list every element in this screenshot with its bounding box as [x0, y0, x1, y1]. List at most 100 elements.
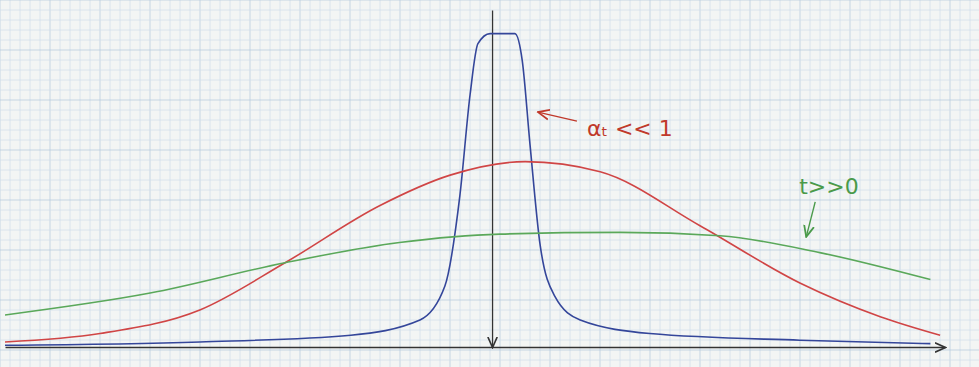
- paper-line: [560, 0, 561, 367]
- paper-line: [100, 0, 101, 367]
- paper-line: [310, 0, 311, 367]
- paper-line: [540, 0, 541, 367]
- paper-line: [220, 0, 221, 367]
- paper-line: [0, 140, 979, 141]
- paper-line: [90, 0, 91, 367]
- paper-line: [10, 0, 11, 367]
- paper-line: [0, 60, 979, 61]
- paper-line: [940, 0, 941, 367]
- paper-line: [440, 0, 441, 367]
- paper-line: [20, 0, 21, 367]
- paper-line: [190, 0, 191, 367]
- paper-line: [0, 100, 979, 101]
- x-axis-line: [6, 347, 946, 348]
- paper-line: [490, 0, 491, 367]
- paper-line: [450, 0, 451, 367]
- y-axis-line: [492, 11, 493, 348]
- annotation-arrow: [538, 112, 577, 121]
- paper-line: [0, 80, 979, 81]
- paper-line: [0, 30, 979, 31]
- paper-line: [790, 0, 791, 367]
- paper-line: [340, 0, 341, 367]
- paper-line: [0, 120, 979, 121]
- paper-line: [280, 0, 281, 367]
- paper-line: [370, 0, 371, 367]
- paper-line: [120, 0, 121, 367]
- paper-line: [350, 0, 351, 367]
- paper-line: [880, 0, 881, 367]
- paper-line: [0, 90, 979, 91]
- paper-line: [740, 0, 741, 367]
- curve: [5, 34, 930, 346]
- paper-line: [610, 0, 611, 367]
- paper-line: [670, 0, 671, 367]
- paper-line: [390, 0, 391, 367]
- paper-line: [480, 0, 481, 367]
- paper-line: [920, 0, 921, 367]
- paper-line: [150, 0, 151, 367]
- paper-line: [230, 0, 231, 367]
- paper-line: [710, 0, 711, 367]
- paper-line: [0, 150, 979, 151]
- paper-line: [640, 0, 641, 367]
- paper-line: [0, 310, 979, 311]
- paper-line: [290, 0, 291, 367]
- annotation-arrow: [806, 202, 815, 237]
- paper-line: [400, 0, 401, 367]
- paper-line: [80, 0, 81, 367]
- chart: αₜ << 1 t>>0: [0, 0, 979, 367]
- paper-line: [0, 40, 979, 41]
- paper-line: [620, 0, 621, 367]
- paper-line: [60, 0, 61, 367]
- paper-line: [410, 0, 411, 367]
- paper-line: [240, 0, 241, 367]
- plot-area: [5, 34, 940, 346]
- paper-line: [460, 0, 461, 367]
- paper-line: [910, 0, 911, 367]
- annotation: t>>0: [799, 174, 859, 199]
- paper-line: [0, 110, 979, 111]
- paper-line: [0, 10, 979, 11]
- paper-line: [50, 0, 51, 367]
- paper-line: [960, 0, 961, 367]
- annotation: αₜ << 1: [587, 116, 673, 141]
- paper-line: [0, 360, 979, 361]
- paper-line: [660, 0, 661, 367]
- paper-line: [70, 0, 71, 367]
- paper-line: [210, 0, 211, 367]
- y-axis: [492, 11, 493, 348]
- paper-line: [130, 0, 131, 367]
- paper-line: [510, 0, 511, 367]
- paper-line: [360, 0, 361, 367]
- paper-line: [250, 0, 251, 367]
- paper-line: [0, 20, 979, 21]
- paper-line: [470, 0, 471, 367]
- paper-line: [970, 0, 971, 367]
- curve: [5, 232, 930, 315]
- paper-line: [720, 0, 721, 367]
- paper-line: [300, 0, 301, 367]
- paper-line: [570, 0, 571, 367]
- paper-line: [0, 260, 979, 261]
- x-axis: [6, 347, 946, 348]
- paper-line: [500, 0, 501, 367]
- curve: [5, 162, 940, 342]
- paper-line: [530, 0, 531, 367]
- paper-line: [0, 270, 979, 271]
- paper-line: [330, 0, 331, 367]
- paper-line: [420, 0, 421, 367]
- paper-line: [550, 0, 551, 367]
- paper-line: [110, 0, 111, 367]
- paper-ground: [0, 0, 979, 367]
- paper-line: [170, 0, 171, 367]
- paper-line: [870, 0, 871, 367]
- paper-line: [180, 0, 181, 367]
- paper-line: [760, 0, 761, 367]
- paper-line: [0, 230, 979, 231]
- paper-line: [0, 330, 979, 331]
- paper-line: [0, 290, 979, 291]
- annotations: αₜ << 1 t>>0: [538, 112, 859, 237]
- paper-line: [0, 70, 979, 71]
- paper-line: [890, 0, 891, 367]
- paper-line: [40, 0, 41, 367]
